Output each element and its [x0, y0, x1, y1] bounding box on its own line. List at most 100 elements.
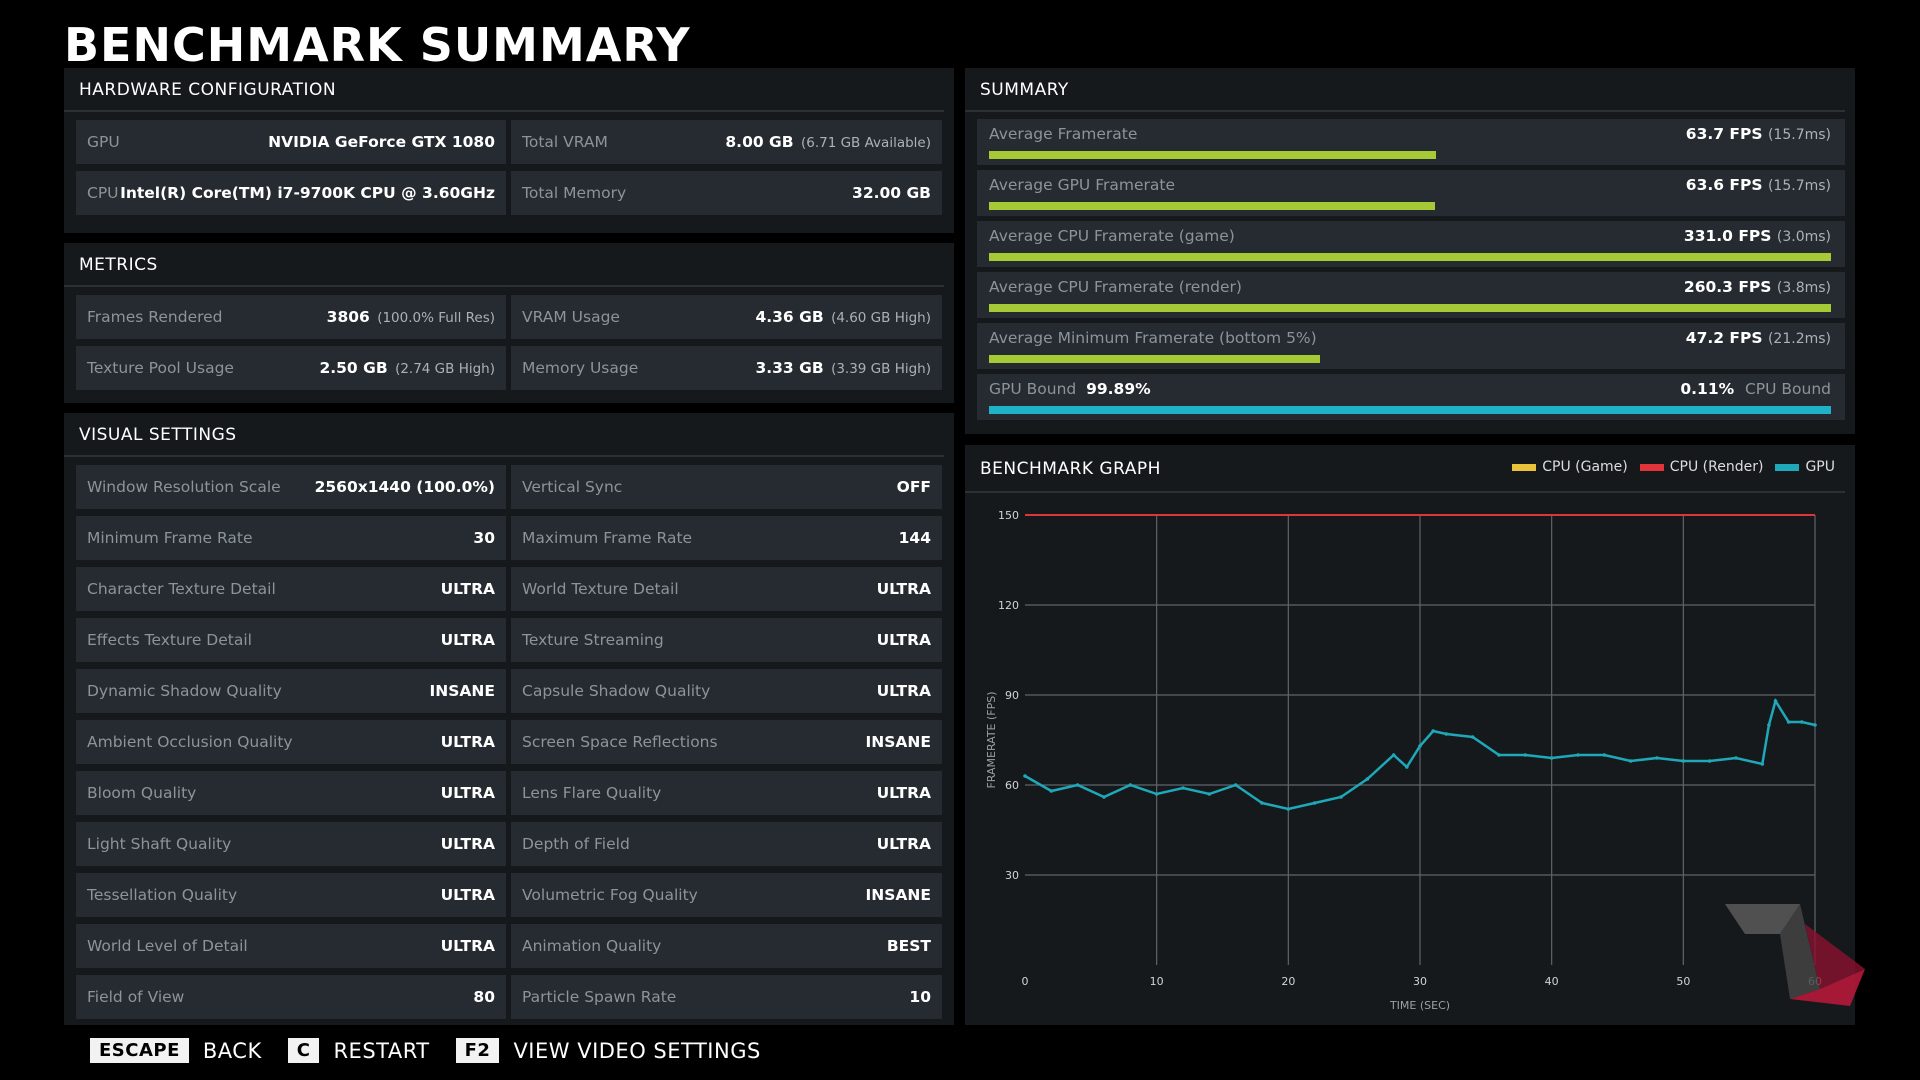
setting-row: Animation Quality BEST [511, 924, 942, 968]
series-point-gpu [1734, 756, 1738, 760]
setting-label: Dynamic Shadow Quality [87, 682, 282, 700]
metric-value: 3806 (100.0% Full Res) [326, 308, 495, 326]
benchmark-chart: 0102030405060306090120150TIME (SEC)FRAME… [985, 509, 1822, 1012]
series-point-gpu [1628, 759, 1633, 763]
setting-row: Light Shaft Quality ULTRA [76, 822, 506, 866]
setting-row: World Level of Detail ULTRA [76, 924, 506, 968]
legend-cpu-game: CPU (Game) [1512, 459, 1628, 475]
series-point-gpu [1391, 753, 1396, 757]
setting-row: Capsule Shadow Quality ULTRA [511, 669, 942, 713]
series-point-gpu [1773, 699, 1778, 703]
setting-label: Vertical Sync [522, 478, 623, 496]
series-point-gpu [1431, 729, 1435, 733]
setting-label: Lens Flare Quality [522, 784, 662, 802]
series-point-gpu [1681, 759, 1686, 763]
setting-label: Texture Streaming [522, 631, 664, 649]
setting-label: Volumetric Fog Quality [522, 886, 698, 904]
setting-value: 10 [909, 988, 931, 1006]
series-point-gpu [1767, 723, 1771, 727]
series-point-gpu [1602, 753, 1607, 757]
setting-value: ULTRA [440, 886, 495, 904]
metric-value: 3.33 GB (3.39 GB High) [755, 359, 931, 377]
series-point-gpu [1023, 774, 1027, 778]
setting-row: World Texture Detail ULTRA [511, 567, 942, 611]
x-tick-label: 50 [1676, 975, 1690, 988]
setting-row: Lens Flare Quality ULTRA [511, 771, 942, 815]
hw-value: 8.00 GB (6.71 GB Available) [725, 133, 931, 151]
summary-bar [989, 355, 1320, 363]
series-point-gpu [1312, 801, 1317, 805]
setting-label: Window Resolution Scale [87, 478, 281, 496]
series-point-gpu [1655, 756, 1659, 760]
series-point-gpu [1075, 783, 1080, 787]
series-point-gpu [1549, 756, 1554, 760]
back-button[interactable]: BACK [202, 1038, 262, 1063]
summary-row: Average GPU Framerate 63.6 FPS (15.7ms) [977, 170, 1845, 216]
metric-value: 4.36 GB (4.60 GB High) [755, 308, 931, 326]
setting-row: Screen Space Reflections INSANE [511, 720, 942, 764]
series-line-gpu [1024, 697, 1816, 811]
setting-row: Character Texture Detail ULTRA [76, 567, 506, 611]
series-point-gpu [1181, 786, 1185, 790]
summary-label: Average Framerate [989, 125, 1138, 143]
metric-label: Frames Rendered [87, 308, 223, 326]
page-title: BENCHMARK SUMMARY [64, 18, 691, 72]
setting-row: Texture Streaming ULTRA [511, 618, 942, 662]
metric-row: Memory Usage 3.33 GB (3.39 GB High) [511, 346, 942, 390]
cpu-bound-value: 0.11% CPU Bound [1680, 380, 1831, 398]
setting-row: Field of View 80 [76, 975, 506, 1019]
y-tick-label: 90 [1005, 689, 1019, 702]
summary-bar-track [989, 151, 1831, 159]
series-point-gpu [1760, 762, 1765, 766]
y-axis-label: FRAMERATE (FPS) [985, 691, 998, 788]
series-point-gpu [1813, 723, 1817, 727]
x-tick-label: 10 [1150, 975, 1164, 988]
setting-label: Capsule Shadow Quality [522, 682, 711, 700]
setting-value: ULTRA [876, 835, 931, 853]
y-tick-label: 120 [998, 599, 1019, 612]
setting-value: ULTRA [440, 580, 495, 598]
summary-row: Average Minimum Framerate (bottom 5%) 47.… [977, 323, 1845, 369]
setting-row: Maximum Frame Rate 144 [511, 516, 942, 560]
graph-header: BENCHMARK GRAPH [965, 445, 1845, 493]
series-point-gpu [1405, 765, 1409, 769]
series-point-gpu [1444, 732, 1449, 736]
summary-bar-track [989, 253, 1831, 261]
legend-swatch [1512, 463, 1537, 471]
watermark-logo [1725, 904, 1865, 1006]
setting-label: Effects Texture Detail [87, 631, 252, 649]
metric-label: VRAM Usage [522, 308, 620, 326]
hardware-header: HARDWARE CONFIGURATION [64, 68, 944, 112]
hw-value: NVIDIA GeForce GTX 1080 [268, 133, 495, 151]
summary-value: 47.2 FPS (21.2ms) [1685, 329, 1831, 347]
hw-row-vram: Total VRAM 8.00 GB (6.71 GB Available) [511, 120, 942, 164]
summary-panel: SUMMARY GPU Bound 99.89% 0.11% CPU Bound… [965, 68, 1855, 434]
series-point-gpu [1707, 759, 1712, 763]
graph-legend: CPU (Game) CPU (Render) GPU [1512, 459, 1835, 475]
setting-value: INSANE [865, 886, 931, 904]
x-tick-label: 20 [1281, 975, 1295, 988]
setting-label: World Texture Detail [522, 580, 679, 598]
gpu-bound-bar [989, 406, 1831, 414]
setting-label: Bloom Quality [87, 784, 197, 802]
f2-key[interactable]: F2 [455, 1038, 500, 1063]
summary-row: Average CPU Framerate (render) 260.3 FPS … [977, 272, 1845, 318]
restart-button[interactable]: RESTART [333, 1038, 430, 1063]
series-point-gpu [1497, 753, 1501, 757]
summary-row: Average Framerate 63.7 FPS (15.7ms) [977, 119, 1845, 165]
setting-row: Minimum Frame Rate 30 [76, 516, 506, 560]
view-video-settings-button[interactable]: VIEW VIDEO SETTINGS [513, 1038, 761, 1063]
restart-key[interactable]: C [287, 1038, 320, 1063]
hw-row-cpu: CPU Intel(R) Core(TM) i7-9700K CPU @ 3.6… [76, 171, 506, 215]
metric-row: VRAM Usage 4.36 GB (4.60 GB High) [511, 295, 942, 339]
series-point-gpu [1102, 795, 1106, 799]
series-point-gpu [1260, 801, 1264, 805]
legend-swatch [1639, 463, 1664, 471]
escape-key[interactable]: ESCAPE [90, 1038, 189, 1063]
hw-label: GPU [87, 133, 120, 151]
summary-label: Average Minimum Framerate (bottom 5%) [989, 329, 1317, 347]
legend-gpu: GPU [1775, 459, 1835, 475]
summary-bar-track [989, 304, 1831, 312]
legend-cpu-render: CPU (Render) [1639, 459, 1763, 475]
setting-label: Tessellation Quality [87, 886, 238, 904]
